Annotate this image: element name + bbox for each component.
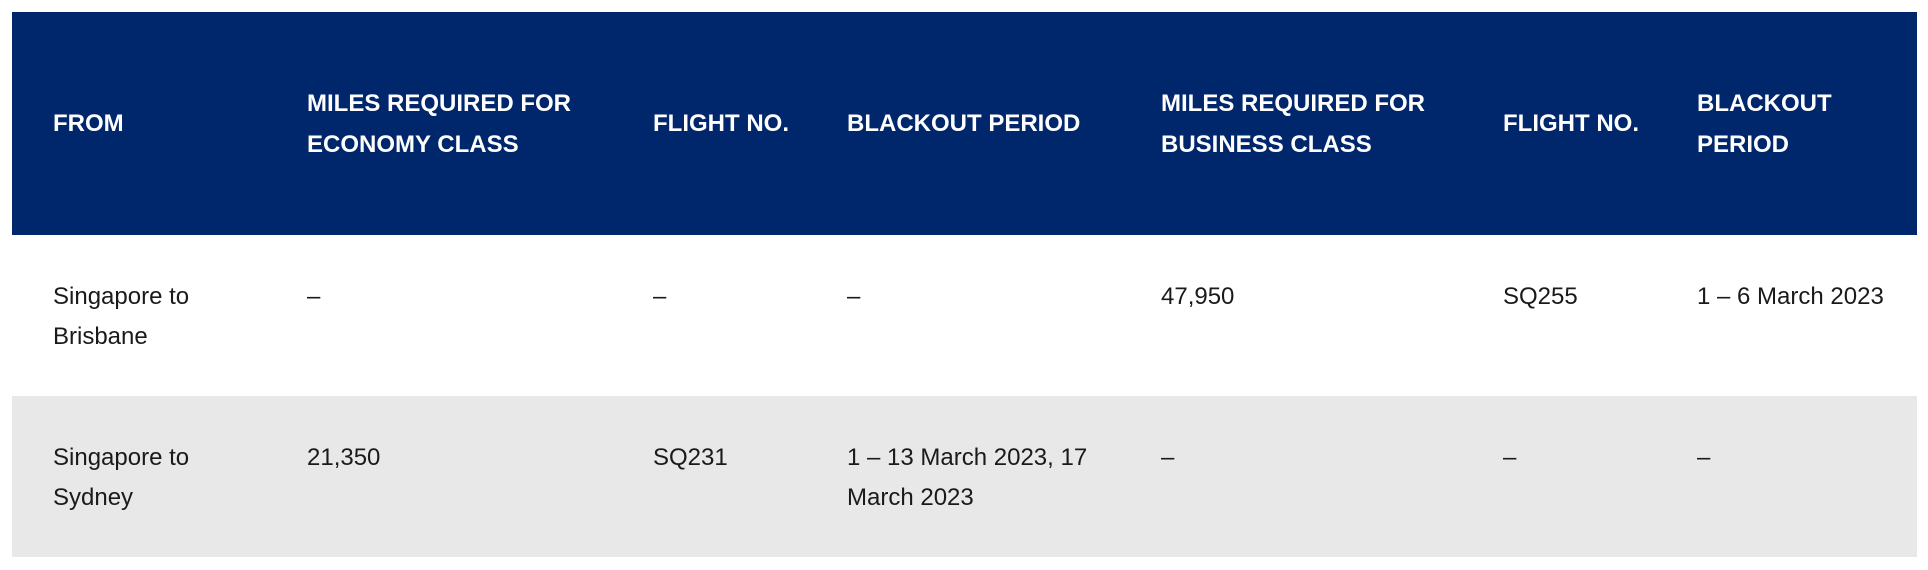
cell-business-flight: SQ255 bbox=[1503, 283, 1578, 310]
cell-business-flight: – bbox=[1503, 444, 1517, 471]
table-row: Singapore to Sydney 21,350 SQ231 1 – 13 … bbox=[12, 396, 1917, 557]
cell-economy-blackout: – bbox=[847, 283, 861, 310]
cell-economy-flight: SQ231 bbox=[653, 444, 728, 471]
cell-economy-miles: – bbox=[307, 283, 321, 310]
header-from: FROM bbox=[53, 110, 124, 137]
header-business-blackout: BLACKOUT PERIOD bbox=[1697, 89, 1832, 158]
header-economy-flight: FLIGHT NO. bbox=[653, 110, 789, 137]
header-business-flight: FLIGHT NO. bbox=[1503, 110, 1639, 137]
cell-economy-blackout: 1 – 13 March 2023, 17 March 2023 bbox=[847, 444, 1088, 511]
cell-from: Singapore to Sydney bbox=[53, 444, 190, 511]
cell-economy-flight: – bbox=[653, 283, 667, 310]
header-economy-blackout: BLACKOUT PERIOD bbox=[847, 110, 1081, 137]
table-header-row: FROM MILES REQUIRED FOR ECONOMY CLASS FL… bbox=[12, 12, 1917, 235]
award-miles-table: FROM MILES REQUIRED FOR ECONOMY CLASS FL… bbox=[12, 12, 1917, 557]
cell-business-miles: – bbox=[1161, 444, 1175, 471]
cell-from: Singapore to Brisbane bbox=[53, 283, 190, 350]
cell-business-miles: 47,950 bbox=[1161, 283, 1235, 310]
cell-business-blackout: 1 – 6 March 2023 bbox=[1697, 283, 1884, 310]
cell-economy-miles: 21,350 bbox=[307, 444, 381, 471]
table-row: Singapore to Brisbane – – – 47,950 SQ255… bbox=[12, 235, 1917, 396]
header-economy-miles: MILES REQUIRED FOR ECONOMY CLASS bbox=[307, 89, 572, 158]
header-business-miles: MILES REQUIRED FOR BUSINESS CLASS bbox=[1161, 89, 1426, 158]
cell-business-blackout: – bbox=[1697, 444, 1711, 471]
